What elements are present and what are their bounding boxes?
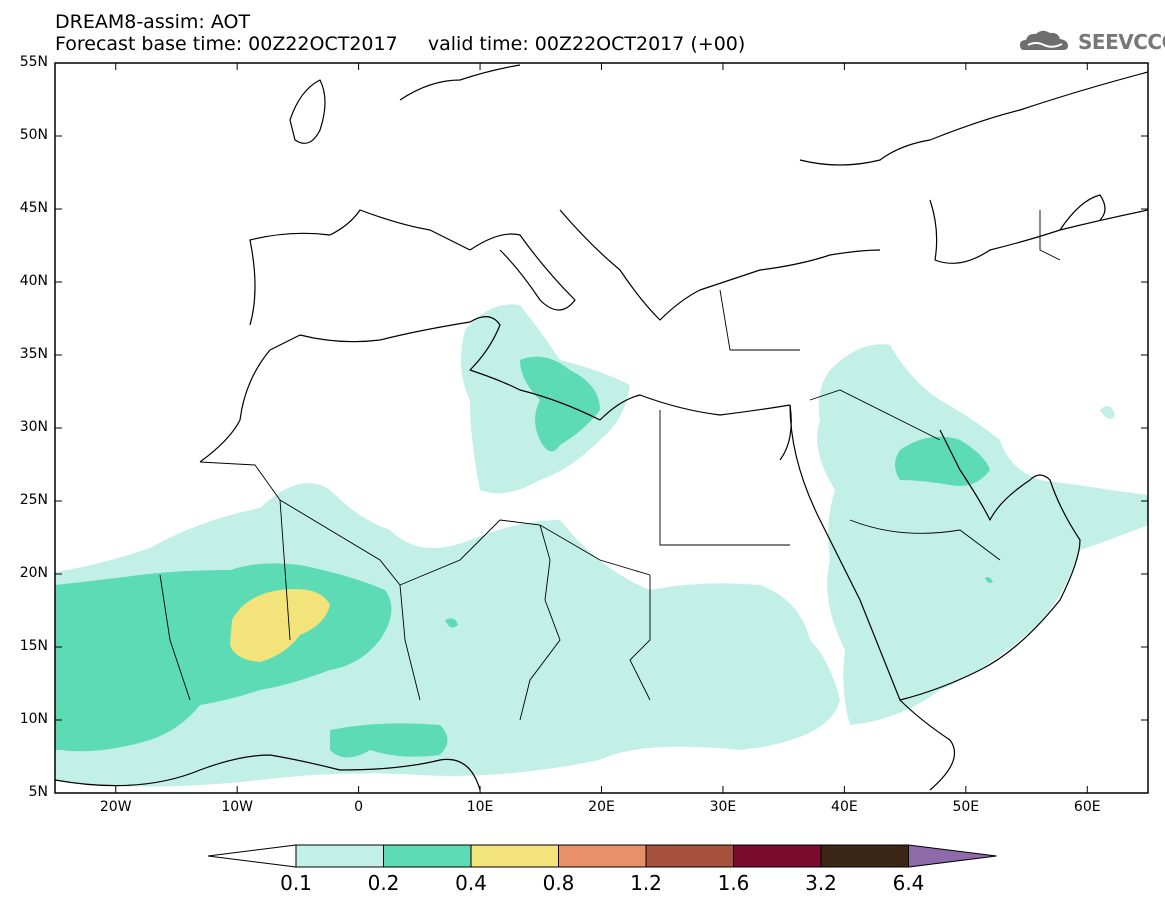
colorbar-segment [820, 844, 909, 868]
cloud-logo-icon [1020, 30, 1068, 50]
country-borders [159, 210, 1061, 721]
colorbar-label: 1.2 [630, 871, 662, 895]
lat-tick-label: 25N [19, 492, 48, 508]
colorbar-segment [733, 844, 822, 868]
lon-tick-label: 20E [588, 799, 615, 815]
lon-tick-label: 60E [1073, 799, 1101, 815]
logo-text: SEEVCCC [1078, 30, 1165, 54]
colorbar-high-arrow [908, 844, 997, 868]
aot-level-0.1 [55, 304, 1148, 787]
colorbar-segment [470, 844, 559, 868]
tick-marks [55, 62, 1148, 794]
lat-tick-label: 30N [19, 419, 48, 435]
lat-tick-label: 20N [19, 565, 48, 581]
colorbar-label: 0.1 [280, 871, 312, 895]
lat-tick-label: 35N [19, 346, 48, 362]
lat-tick-label: 45N [19, 200, 48, 216]
lat-tick-label: 10N [19, 711, 48, 727]
colorbar-label: 0.4 [455, 871, 487, 895]
aot-level-0.4 [230, 589, 330, 662]
lat-tick-label: 5N [28, 784, 48, 800]
lon-tick-label: 30E [709, 799, 737, 815]
lat-tick-label: 15N [19, 638, 48, 654]
colorbar-segment [645, 844, 734, 868]
colorbar-label: 6.4 [892, 871, 925, 895]
colorbar-segment [295, 844, 384, 868]
lat-tick-label: 40N [19, 273, 48, 289]
lon-tick-label: 50E [952, 799, 980, 815]
map-title: DREAM8-assim: AOT [55, 11, 251, 33]
coastlines [54, 64, 1149, 791]
colorbar-label: 0.8 [542, 871, 575, 895]
lon-tick-label: 20W [99, 799, 132, 815]
lon-tick-label: 10W [221, 799, 253, 815]
lat-tick-label: 55N [19, 54, 48, 70]
colorbar-label: 0.2 [367, 871, 400, 895]
colorbar-label: 1.6 [717, 871, 750, 895]
lon-tick-label: 40E [831, 799, 858, 815]
colorbar-segment [383, 844, 472, 868]
colorbar-segment [558, 844, 647, 868]
colorbar-low-arrow [207, 844, 297, 868]
forecast-time-line: Forecast base time: 00Z22OCT2017 valid t… [55, 33, 746, 55]
lon-tick-label: 10E [466, 799, 494, 815]
lat-tick-label: 50N [19, 127, 48, 143]
lon-tick-label: 0 [354, 799, 364, 815]
colorbar-label: 3.2 [805, 871, 837, 895]
